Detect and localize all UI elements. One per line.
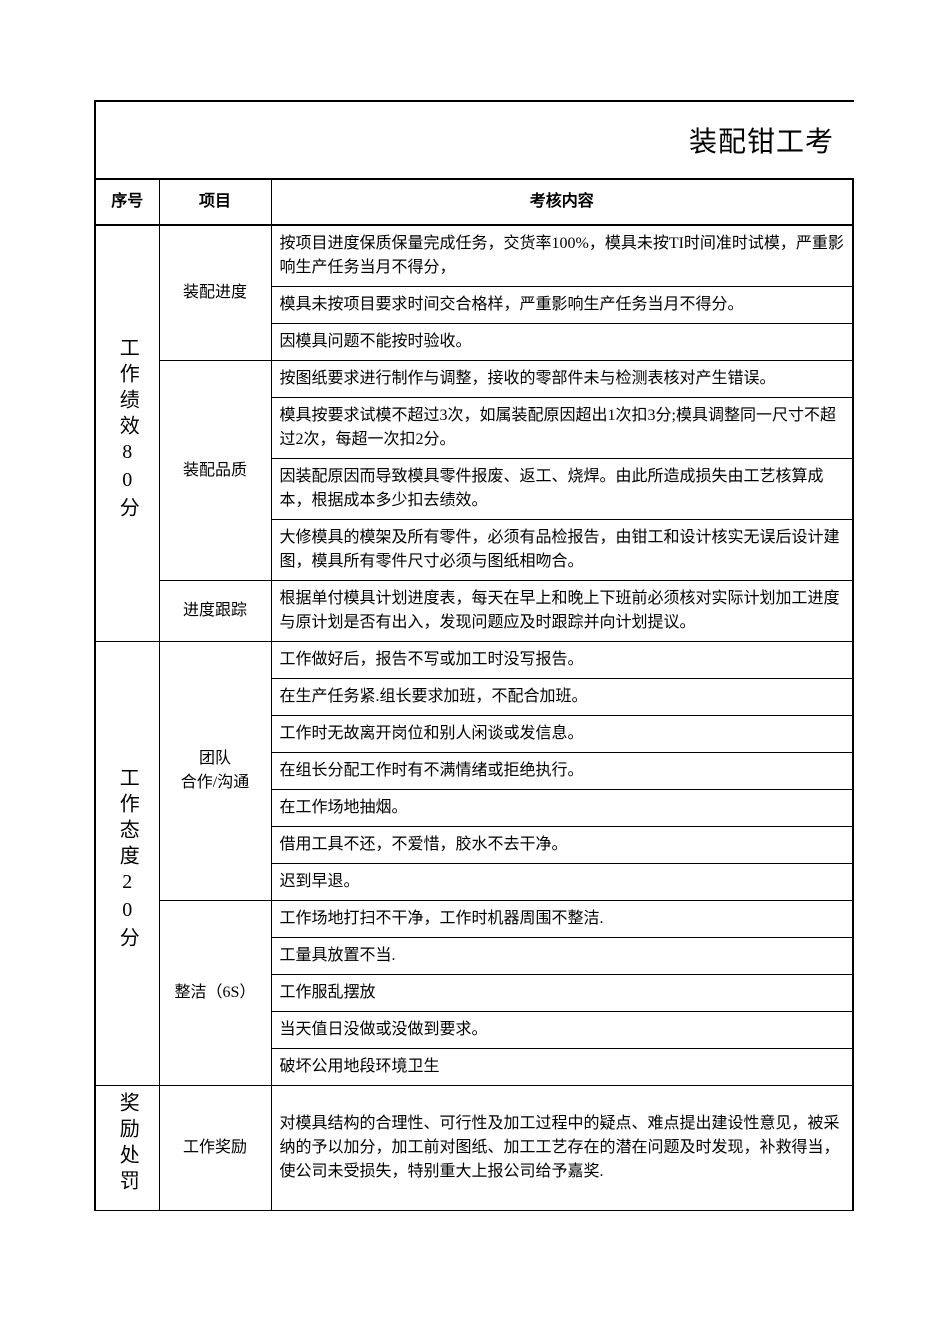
table-row: 装配品质按图纸要求进行制作与调整，接收的零部件未与检测表核对产生错误。 — [95, 361, 853, 398]
content-cell: 借用工具不还，不爱惜，胶水不去干净。 — [271, 827, 853, 864]
content-cell: 工量具放置不当. — [271, 938, 853, 975]
project-cell: 进度跟踪 — [159, 581, 271, 642]
content-cell: 在生产任务紧.组长要求加班，不配合加班。 — [271, 679, 853, 716]
project-cell: 团队合作/沟通 — [159, 642, 271, 901]
content-cell: 大修模具的模架及所有零件，必须有品检报告，由钳工和设计核实无误后设计建图，模具所… — [271, 520, 853, 581]
project-cell: 装配进度 — [159, 225, 271, 361]
assessment-table: 序号 项目 考核内容 工作绩效80分装配进度按项目进度保质保量完成任务，交货率1… — [94, 178, 854, 1211]
content-cell: 迟到早退。 — [271, 864, 853, 901]
project-cell: 工作奖励 — [159, 1086, 271, 1211]
project-cell: 整洁（6S） — [159, 901, 271, 1086]
content-cell: 因模具问题不能按时验收。 — [271, 324, 853, 361]
table-row: 整洁（6S）工作场地打扫不干净，工作时机器周围不整洁. — [95, 901, 853, 938]
header-seq: 序号 — [95, 179, 159, 225]
content-cell: 当天值日没做或没做到要求。 — [271, 1012, 853, 1049]
content-cell: 按项目进度保质保量完成任务，交货率100%，模具未按TI时间准时试模，严重影响生… — [271, 225, 853, 287]
section-label: 工作态度20分 — [95, 642, 159, 1086]
project-cell: 装配品质 — [159, 361, 271, 581]
content-cell: 因装配原因而导致模具零件报废、返工、烧焊。由此所造成损失由工艺核算成本，根据成本… — [271, 459, 853, 520]
content-cell: 破坏公用地段环境卫生 — [271, 1049, 853, 1086]
table-row: 工作绩效80分装配进度按项目进度保质保量完成任务，交货率100%，模具未按TI时… — [95, 225, 853, 287]
header-project: 项目 — [159, 179, 271, 225]
content-cell: 在组长分配工作时有不满情绪或拒绝执行。 — [271, 753, 853, 790]
section-label: 奖励处罚 — [95, 1086, 159, 1211]
content-cell: 根据单付模具计划进度表，每天在早上和晚上下班前必须核对实际计划加工进度与原计划是… — [271, 581, 853, 642]
document-page: 装配钳工考 序号 项目 考核内容 工作绩效80分装配进度按项目进度保质保量完成任… — [0, 0, 945, 1211]
content-cell: 工作做好后，报告不写或加工时没写报告。 — [271, 642, 853, 679]
content-cell: 工作场地打扫不干净，工作时机器周围不整洁. — [271, 901, 853, 938]
content-cell: 模具未按项目要求时间交合格样，严重影响生产任务当月不得分。 — [271, 287, 853, 324]
content-cell: 工作服乱摆放 — [271, 975, 853, 1012]
content-cell: 对模具结构的合理性、可行性及加工过程中的疑点、难点提出建设性意见，被采纳的予以加… — [271, 1086, 853, 1211]
content-cell: 工作时无故离开岗位和别人闲谈或发信息。 — [271, 716, 853, 753]
header-content: 考核内容 — [271, 179, 853, 225]
content-cell: 按图纸要求进行制作与调整，接收的零部件未与检测表核对产生错误。 — [271, 361, 853, 398]
table-row: 奖励处罚工作奖励对模具结构的合理性、可行性及加工过程中的疑点、难点提出建设性意见… — [95, 1086, 853, 1211]
table-header-row: 序号 项目 考核内容 — [95, 179, 853, 225]
table-row: 工作态度20分团队合作/沟通工作做好后，报告不写或加工时没写报告。 — [95, 642, 853, 679]
table-row: 进度跟踪根据单付模具计划进度表，每天在早上和晚上下班前必须核对实际计划加工进度与… — [95, 581, 853, 642]
document-title: 装配钳工考 — [94, 100, 854, 178]
content-cell: 模具按要求试模不超过3次，如属装配原因超出1次扣3分;模具调整同一尺寸不超过2次… — [271, 398, 853, 459]
content-cell: 在工作场地抽烟。 — [271, 790, 853, 827]
section-label: 工作绩效80分 — [95, 225, 159, 642]
